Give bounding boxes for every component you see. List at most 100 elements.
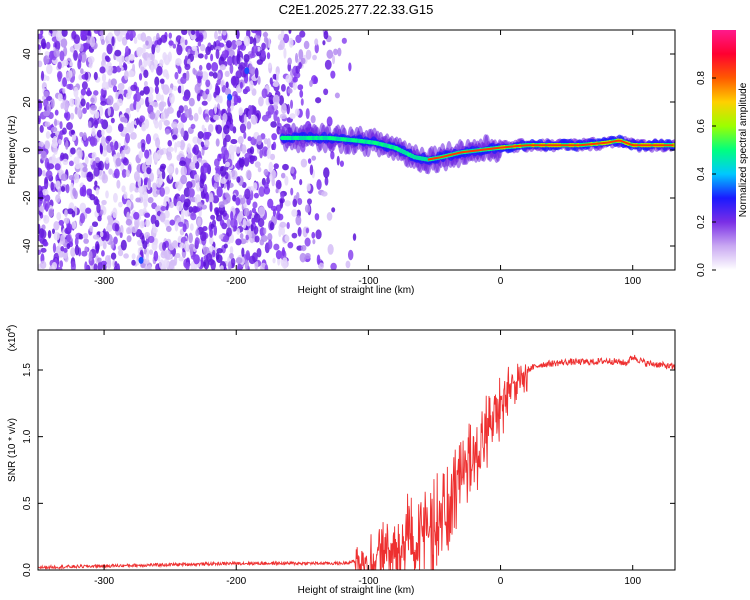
noise-blob [121,30,128,36]
noise-blob [71,221,76,230]
noise-blob [268,161,274,173]
snr-y-ticks: 0.0 0.5 1.0 1.5 [22,363,675,577]
noise-blob [89,36,96,48]
noise-blob [94,111,100,119]
noise-blob [38,60,43,68]
noise-blob [154,219,160,228]
noise-blob [193,112,199,122]
noise-blob [249,146,255,155]
colorbar: 0.0 0.2 0.4 0.6 0.8 Normalized spectral ampl… [696,30,749,277]
noise-blob [270,205,278,212]
noise-blob [215,96,223,103]
noise-blob [225,161,230,168]
noise-blob [152,227,158,234]
noise-blob [43,241,49,247]
noise-blob [66,83,72,90]
noise-blob [118,201,123,208]
noise-blob [182,223,187,233]
noise-blob [100,118,104,125]
noise-blob [200,231,207,242]
noise-blob [316,254,321,266]
noise-blob [86,188,93,194]
noise-blob [280,103,287,114]
x-tick-label: -100 [358,276,378,287]
colorbar-label: Normalized spectral amplitude [738,82,749,217]
noise-blob [281,247,286,257]
noise-blob [62,88,66,94]
noise-blob [162,201,167,208]
noise-blob [117,249,124,257]
noise-blob [56,266,63,270]
noise-blob [70,147,76,155]
noise-blob [168,40,174,46]
noise-blob [210,259,216,270]
noise-blob [121,185,126,193]
noise-blob [256,135,262,146]
noise-blob [155,44,161,54]
noise-blob [226,179,230,191]
noise-blob [43,214,50,224]
x-tick-label: -200 [226,576,246,587]
noise-blob [175,253,181,259]
noise-blob [101,73,107,83]
noise-blob [145,133,152,145]
noise-blob [95,243,100,251]
noise-blob [127,70,135,78]
noise-blob [179,242,185,249]
noise-blob [186,152,193,159]
noise-blob [333,48,338,56]
noise-blob [156,32,160,41]
noise-blob [155,137,161,148]
noise-blob [96,129,103,138]
noise-blob [253,192,259,199]
noise-blob [85,101,90,110]
noise-blob [110,78,117,86]
noise-blob [182,95,190,102]
noise-blob [136,117,140,126]
noise-blob [271,133,278,141]
noise-blob [282,257,288,264]
noise-blob [137,185,144,194]
x-tick-label: -300 [94,276,114,287]
noise-blob [202,226,208,232]
noise-blob [299,30,306,38]
noise-blob [180,194,186,203]
noise-blob [103,142,107,151]
noise-blob [192,155,198,164]
noise-blob [143,69,149,79]
noise-blob [232,194,237,202]
noise-blob [225,81,229,89]
noise-blob [183,187,191,198]
noise-blob [216,248,223,254]
noise-blob [43,110,51,117]
signal-peak [427,139,674,161]
noise-blob [218,30,222,35]
noise-blob [52,30,57,35]
noise-blob [306,183,311,192]
noise-blob [239,81,243,89]
noise-blob [242,218,247,229]
noise-blob [323,30,329,40]
noise-blob [235,238,242,246]
noise-blob [274,109,279,116]
noise-blob [331,207,336,213]
noise-blob [289,113,296,119]
noise-blob [261,50,266,58]
noise-blob [80,88,87,96]
noise-blob [278,228,282,238]
noise-blob [195,229,200,237]
noise-blob [217,35,223,42]
noise-blob [96,257,102,263]
noise-blob [282,163,289,171]
noise-blob [290,166,295,174]
noise-blob [176,154,181,161]
noise-blob [58,219,65,226]
noise-blob [163,54,171,66]
noise-blob [199,178,205,189]
noise-blob [218,56,225,67]
noise-blob [268,62,272,69]
noise-blob [95,187,100,195]
noise-blob [177,85,182,94]
x-tick-label: -200 [226,276,246,287]
noise-blob [113,192,118,203]
